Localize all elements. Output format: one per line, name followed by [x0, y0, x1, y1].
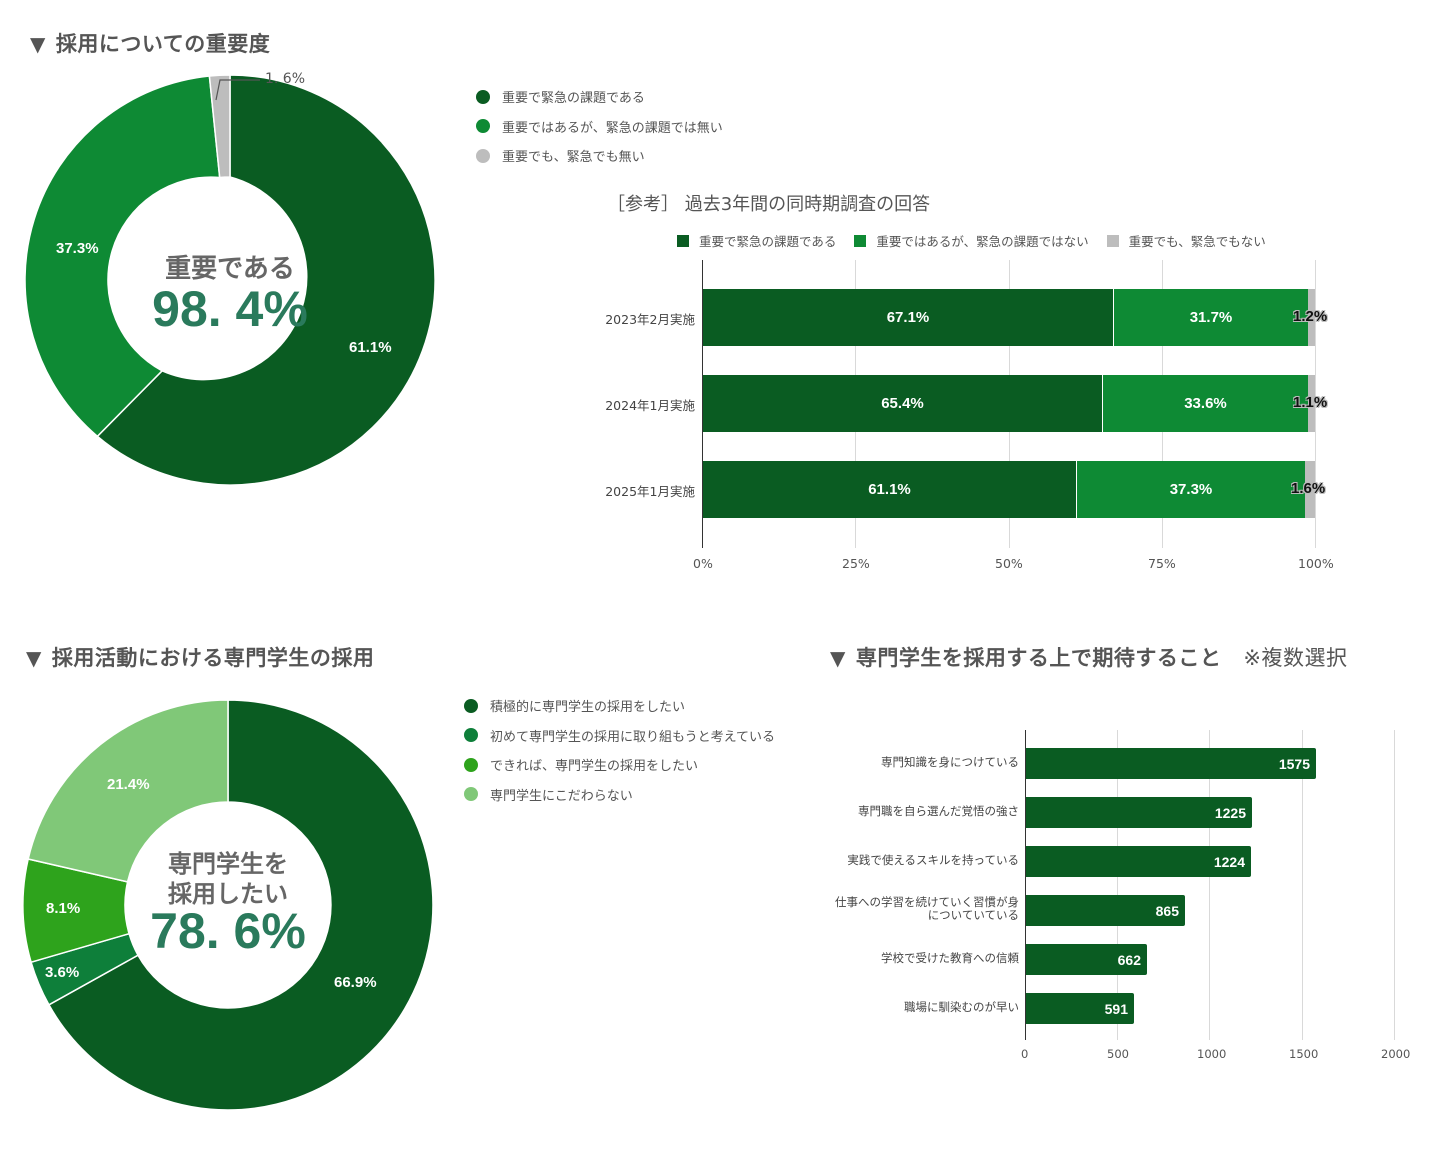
x-tick: 1500 [1289, 1047, 1319, 1061]
bar-segment-urgent: 67.1% [703, 289, 1113, 346]
vocational-section-title: ▼ 採用活動における専門学生の採用 [26, 646, 375, 670]
vocational-donut-chart [22, 699, 434, 1111]
expectation-bar: 1224 [1026, 846, 1251, 877]
legend-dot-icon [464, 787, 478, 802]
category-label: 専門職を自ら選んだ覚悟の強さ [858, 804, 1019, 818]
gridline [1315, 260, 1316, 548]
importance-legend: 重要で緊急の課題である 重要ではあるが、緊急の課題では無い 重要でも、緊急でも無… [476, 82, 723, 171]
category-label: 2023年2月実施 [605, 312, 695, 327]
category-label: 2025年1月実施 [605, 484, 695, 499]
vocational-legend: 積極的に専門学生の採用をしたい 初めて専門学生の採用に取り組もうと考えている で… [464, 691, 775, 809]
bar-segment-not-urgent: 37.3% [1077, 461, 1305, 518]
importance-center-value: 98. 4% [152, 281, 308, 337]
x-tick: 0% [693, 556, 713, 571]
gridline [1394, 730, 1395, 1040]
slice-label-urgent: 61.1% [349, 339, 392, 356]
legend-dot-icon [476, 119, 490, 134]
bar-label-not-important: 1.1% [1293, 394, 1328, 411]
triangle-down-icon: ▼ [30, 32, 46, 56]
legend-square-icon [1106, 234, 1119, 247]
legend-item: 重要で緊急の課題である [476, 82, 723, 112]
reference-legend: 重要で緊急の課題である 重要ではあるが、緊急の課題ではない 重要でも、緊急でもな… [677, 231, 1284, 250]
y-axis-line [702, 260, 703, 548]
x-tick: 75% [1148, 556, 1176, 571]
reference-plot-area: 67.1% 31.7% 1.2% 65.4% 33.6% 1.1% 61.1% … [702, 260, 1327, 548]
category-label: 2024年1月実施 [605, 398, 695, 413]
slice-not-important [208, 74, 231, 179]
bar-row-2024: 65.4% 33.6% 1.1% [703, 375, 1327, 432]
bar-label-not-important: 1.6% [1291, 480, 1326, 497]
category-label: 仕事への学習を続けていく習慣が身 についていている [835, 895, 1019, 922]
expectation-bar: 1575 [1026, 748, 1316, 779]
legend-item: 積極的に専門学生の採用をしたい [464, 691, 775, 721]
x-tick: 100% [1298, 556, 1334, 571]
legend-item: 重要ではあるが、緊急の課題では無い [476, 112, 723, 142]
slice-label-if-possible: 8.1% [46, 900, 81, 917]
legend-item: 専門学生にこだわらない [464, 780, 775, 810]
expectations-plot-area: 1575 1225 1224 865 662 591 [1025, 730, 1395, 1040]
category-label: 実践で使えるスキルを持っている [847, 853, 1019, 867]
x-tick: 500 [1107, 1047, 1129, 1061]
legend-item: 重要で緊急の課題である [677, 231, 836, 250]
bar-segment-not-urgent: 31.7% [1114, 289, 1308, 346]
legend-item: できれば、専門学生の採用をしたい [464, 750, 775, 780]
legend-square-icon [677, 234, 689, 247]
callout-line [215, 79, 260, 101]
legend-item: 重要でも、緊急でも無い [476, 141, 723, 171]
legend-square-icon [854, 234, 867, 247]
category-label: 専門知識を身につけている [881, 755, 1019, 769]
bar-label-not-important: 1.2% [1293, 308, 1328, 325]
vocational-center-label-2: 採用したい [168, 880, 288, 908]
expectation-bar: 591 [1026, 993, 1134, 1024]
legend-dot-icon [464, 728, 478, 743]
slice-label-no-preference: 21.4% [107, 776, 150, 793]
vocational-center-value: 78. 6% [150, 903, 306, 959]
x-tick: 50% [995, 556, 1023, 571]
legend-dot-icon [476, 148, 490, 163]
bar-segment-not-urgent: 33.6% [1103, 375, 1308, 432]
x-tick: 0 [1021, 1047, 1029, 1061]
expectation-bar: 865 [1026, 895, 1185, 926]
vocational-center-label-1: 専門学生を [168, 850, 288, 878]
legend-dot-icon [464, 757, 478, 772]
bar-row-2023: 67.1% 31.7% 1.2% [703, 289, 1327, 346]
legend-item: 重要ではあるが、緊急の課題ではない [854, 231, 1089, 250]
importance-center-label: 重要である [165, 254, 295, 284]
bar-segment-not-important [1308, 289, 1315, 346]
slice-label-first-time: 3.6% [45, 964, 80, 981]
slice-no-preference [27, 699, 229, 883]
legend-item: 重要でも、緊急でもない [1106, 231, 1266, 250]
slice-active [47, 699, 434, 1111]
legend-dot-icon [476, 89, 490, 104]
slice-label-active: 66.9% [334, 974, 377, 991]
expectations-section-title: ▼ 専門学生を採用する上で期待すること ※複数選択 [830, 646, 1348, 670]
callout-label: 1. 6% [265, 71, 306, 87]
category-label: 学校で受けた教育への信頼 [881, 951, 1019, 965]
gridline [1209, 730, 1210, 1040]
gridline [1302, 730, 1303, 1040]
x-tick: 1000 [1197, 1047, 1227, 1061]
bar-segment-urgent: 61.1% [703, 461, 1076, 518]
y-axis-line [1025, 730, 1026, 1040]
importance-section-title: ▼ 採用についての重要度 [30, 32, 271, 56]
gridline [1117, 730, 1118, 1040]
legend-item: 初めて専門学生の採用に取り組もうと考えている [464, 721, 775, 751]
x-tick: 2000 [1381, 1047, 1411, 1061]
bar-segment-urgent: 65.4% [703, 375, 1102, 432]
reference-chart-title: ［参考］ 過去3年間の同時期調査の回答 [607, 194, 931, 215]
bar-segment-not-important [1305, 461, 1315, 518]
triangle-down-icon: ▼ [26, 646, 42, 670]
x-tick: 25% [842, 556, 870, 571]
expectation-bar: 1225 [1026, 797, 1252, 828]
triangle-down-icon: ▼ [830, 646, 846, 670]
importance-donut-chart [24, 74, 436, 486]
category-label: 職場に馴染むのが早い [904, 1000, 1019, 1014]
slice-label-not-urgent: 37.3% [56, 240, 99, 257]
bar-segment-not-important [1308, 375, 1315, 432]
slice-not-urgent [24, 75, 221, 438]
bar-row-2025: 61.1% 37.3% 1.6% [703, 461, 1325, 518]
slice-urgent [96, 74, 436, 486]
expectation-bar: 662 [1026, 944, 1147, 975]
legend-dot-icon [464, 698, 478, 713]
